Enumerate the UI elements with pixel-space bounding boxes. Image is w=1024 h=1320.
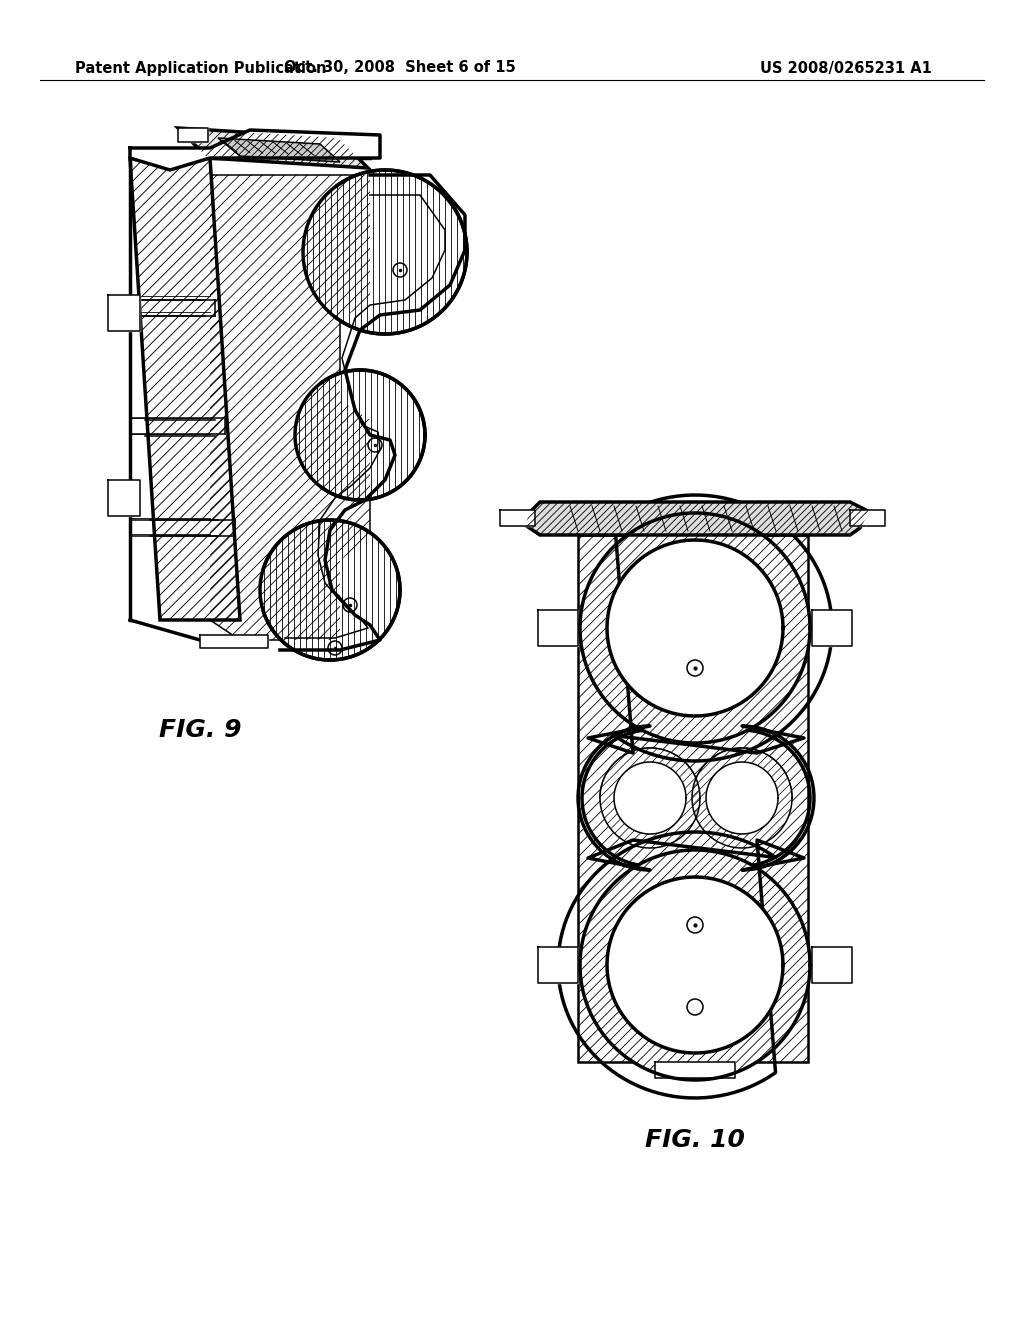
Polygon shape	[260, 520, 400, 660]
Polygon shape	[655, 1063, 735, 1078]
Polygon shape	[812, 610, 852, 645]
Polygon shape	[178, 128, 368, 168]
Polygon shape	[850, 510, 885, 525]
Polygon shape	[558, 495, 831, 1098]
Polygon shape	[812, 946, 852, 983]
Text: FIG. 10: FIG. 10	[645, 1129, 744, 1152]
Text: US 2008/0265231 A1: US 2008/0265231 A1	[760, 61, 932, 75]
Polygon shape	[578, 535, 808, 1063]
Polygon shape	[600, 748, 700, 847]
Polygon shape	[706, 762, 778, 834]
Polygon shape	[108, 480, 140, 516]
Polygon shape	[580, 850, 810, 1080]
Polygon shape	[295, 370, 425, 500]
Text: Patent Application Publication: Patent Application Publication	[75, 61, 327, 75]
Polygon shape	[210, 176, 370, 640]
Polygon shape	[525, 502, 870, 535]
Polygon shape	[607, 876, 783, 1053]
Text: Oct. 30, 2008  Sheet 6 of 15: Oct. 30, 2008 Sheet 6 of 15	[284, 61, 516, 75]
Polygon shape	[538, 946, 578, 983]
Polygon shape	[538, 610, 578, 645]
Polygon shape	[303, 170, 467, 334]
Polygon shape	[108, 294, 140, 331]
Polygon shape	[130, 129, 380, 170]
Polygon shape	[218, 139, 340, 162]
Polygon shape	[692, 748, 792, 847]
Polygon shape	[500, 510, 535, 525]
Text: FIG. 9: FIG. 9	[159, 718, 242, 742]
Polygon shape	[614, 762, 686, 834]
Polygon shape	[200, 635, 268, 648]
Polygon shape	[580, 513, 810, 743]
Polygon shape	[130, 158, 240, 620]
Polygon shape	[607, 540, 783, 715]
Polygon shape	[178, 128, 208, 143]
